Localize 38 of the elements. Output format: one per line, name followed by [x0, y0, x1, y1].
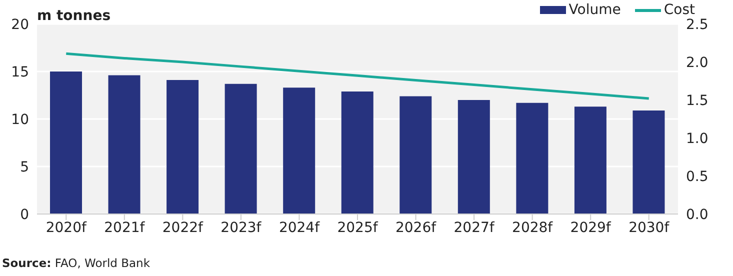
- x-tick-label: 2022f: [162, 220, 204, 236]
- source-note: Source: FAO, World Bank: [2, 256, 150, 270]
- bar: [400, 96, 432, 214]
- bar: [283, 88, 316, 214]
- x-tick-label: 2027f: [454, 220, 496, 236]
- x-tick-label: 2025f: [337, 220, 379, 236]
- legend-label: Volume: [568, 2, 621, 18]
- bar: [516, 102, 548, 214]
- bar: [224, 84, 257, 214]
- bar: [341, 91, 374, 214]
- bar: [166, 80, 199, 214]
- x-tick-label: 2026f: [395, 220, 438, 236]
- bar: [458, 100, 490, 214]
- y-tick-label: 15: [11, 64, 29, 80]
- y2-tick-label: 1.5: [686, 92, 708, 109]
- x-tick-label: 2028f: [512, 220, 554, 236]
- x-tick-label: 2030f: [628, 220, 670, 236]
- y-tick-label: 0: [20, 206, 29, 223]
- bar: [632, 110, 665, 214]
- y2-tick-label: 0.5: [686, 168, 708, 185]
- y-tick-label: 20: [11, 16, 29, 33]
- x-tick-label: 2023f: [220, 220, 262, 236]
- bar: [108, 75, 140, 214]
- y2-tick-label: 2.5: [686, 16, 708, 33]
- y2-tick-label: 2.0: [686, 54, 708, 71]
- legend-label: Cost: [662, 2, 695, 18]
- x-tick-label: 2029f: [570, 220, 612, 236]
- x-tick-label: 2024f: [278, 220, 321, 236]
- bar: [574, 106, 606, 214]
- y2-tick-label: 1.0: [686, 130, 708, 147]
- bar: [50, 72, 82, 214]
- x-tick-label: 2020f: [46, 220, 88, 236]
- y-tick-label: 10: [11, 112, 29, 128]
- line-series: [64, 52, 650, 100]
- y2-tick-label: 0.0: [686, 206, 708, 223]
- y-axis-title: m tonnes: [37, 8, 111, 24]
- y-tick-label: 5: [20, 159, 29, 176]
- x-tick-label: 2021f: [104, 220, 146, 236]
